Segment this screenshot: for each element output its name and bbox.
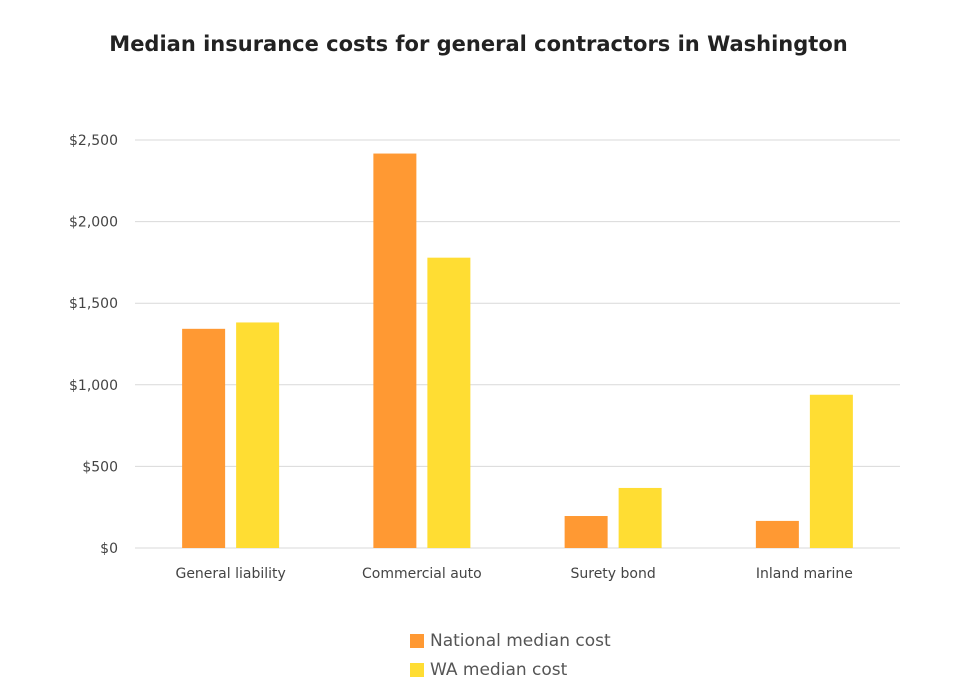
y-tick-label: $1,000 (69, 378, 118, 394)
legend-label-wa: WA median cost (430, 659, 568, 680)
x-tick-label: Inland marine (756, 566, 853, 582)
bar-national (373, 153, 417, 548)
legend-swatch-national (410, 633, 424, 648)
legend-label-national: National median cost (430, 630, 611, 651)
bar-national (564, 516, 608, 548)
y-tick-label: $2,000 (69, 215, 118, 231)
legend-item-wa: WA median cost (410, 655, 611, 684)
y-tick-label: $0 (100, 541, 118, 557)
bar-wa (236, 322, 280, 548)
bar-wa (427, 257, 471, 548)
y-tick-label: $2,500 (69, 133, 118, 149)
x-tick-label: Surety bond (570, 566, 655, 582)
bar-national (755, 520, 799, 548)
bar-wa (618, 487, 662, 548)
x-tick-label: Commercial auto (362, 566, 482, 582)
legend-item-national: National median cost (410, 626, 611, 655)
chart-title: Median insurance costs for general contr… (109, 32, 848, 56)
x-tick-label: General liability (175, 566, 285, 582)
y-tick-label: $1,500 (69, 296, 118, 312)
bar-national (182, 328, 226, 548)
legend-swatch-wa (410, 662, 424, 677)
bar-wa (809, 394, 853, 548)
y-tick-label: $500 (82, 459, 118, 475)
legend: National median cost WA median cost (410, 626, 611, 684)
